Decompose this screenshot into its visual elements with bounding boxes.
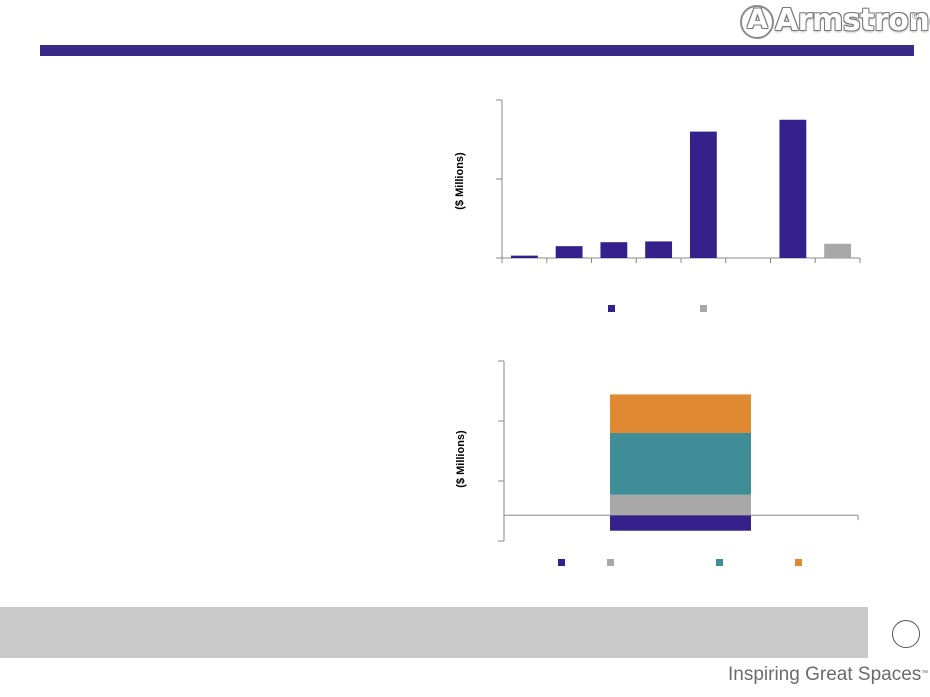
chart1-bar [645,241,673,258]
chart2-bar-segment [610,494,751,516]
chart2-bar-segment [610,394,751,433]
armstrong-logo: A Armstrong ® [738,3,930,43]
chart1-legend-swatch [700,305,707,312]
chart2-y-axis-label: ($ Millions) [455,430,467,488]
chart2-legend-swatch [558,559,565,566]
tagline-text: Inspiring Great Spaces [728,664,922,685]
footer-bar [0,607,868,658]
chart2-bar-segment [610,515,751,531]
registered-mark: ® [912,11,919,21]
page-number-circle [892,620,920,648]
bar-chart-1 [496,99,861,312]
logo-emblem [740,5,774,39]
tagline: Inspiring Great Spaces™ [728,664,928,686]
chart2-legend-swatch [795,559,802,566]
logo-wordmark: Armstrong [775,3,930,38]
chart1-bar [824,243,852,258]
chart1-bar [510,255,538,258]
chart2-legend-swatch [607,559,614,566]
header-rule [40,45,914,56]
chart1-bar [555,246,583,258]
chart1-y-axis-label: ($ Millions) [454,152,466,210]
trademark-mark: ™ [921,670,929,677]
chart1-bar [689,131,717,258]
chart2-bar-segment [610,433,751,495]
chart1-bar [600,242,628,258]
chart1-bar [779,119,807,258]
chart2-legend-swatch [716,559,723,566]
logo-letter: A [747,4,768,35]
chart1-legend-swatch [608,305,615,312]
stacked-bar-chart-2 [498,360,859,566]
